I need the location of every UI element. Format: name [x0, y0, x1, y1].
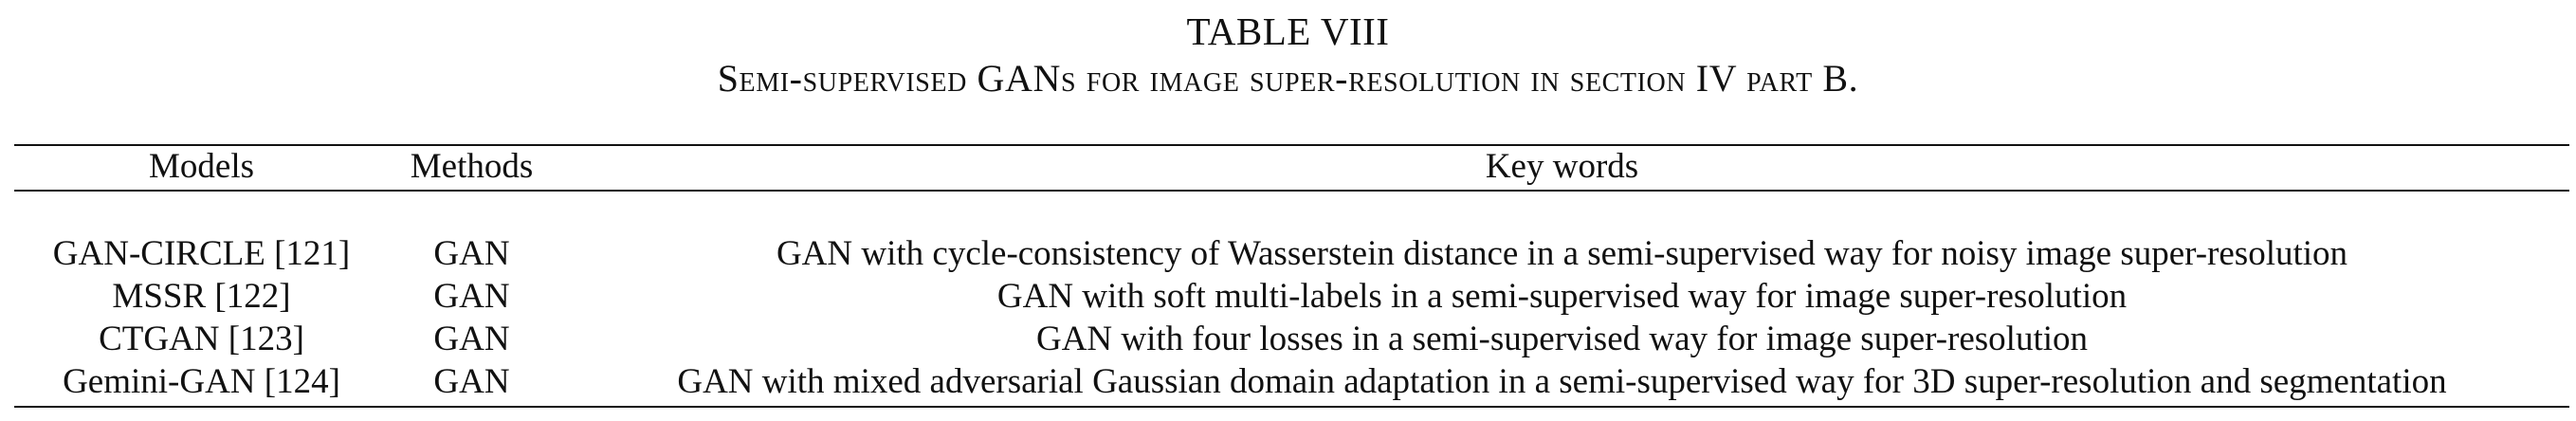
row-method-cell: GAN	[433, 362, 510, 401]
row-key-words-cell: GAN with cycle-consistency of Wasserstei…	[776, 234, 2348, 273]
table-title: Semi-supervised GANs for image super-res…	[717, 57, 1859, 100]
table-label: TABLE VIII	[1186, 9, 1390, 53]
header-models: Models	[149, 147, 254, 186]
row-model-cell: Gemini-GAN [124]	[63, 362, 340, 401]
row-method-cell: GAN	[433, 277, 510, 316]
header-methods: Methods	[410, 147, 534, 186]
row-key-words-cell: GAN with soft multi-labels in a semi-sup…	[996, 277, 2128, 316]
row-model-cell: CTGAN [123]	[99, 320, 304, 358]
table-header-rule	[14, 190, 2569, 192]
row-model-cell: GAN-CIRCLE [121]	[52, 234, 351, 273]
row-method-cell: GAN	[433, 234, 510, 273]
row-key-words-cell: GAN with four losses in a semi-supervise…	[1035, 320, 2089, 358]
header-key-words: Key words	[1485, 147, 1639, 186]
table-top-rule	[14, 144, 2569, 146]
row-model-cell: MSSR [122]	[112, 277, 291, 316]
table-bottom-rule	[14, 406, 2569, 408]
row-key-words-cell: GAN with mixed adversarial Gaussian doma…	[677, 362, 2447, 401]
row-method-cell: GAN	[433, 320, 510, 358]
